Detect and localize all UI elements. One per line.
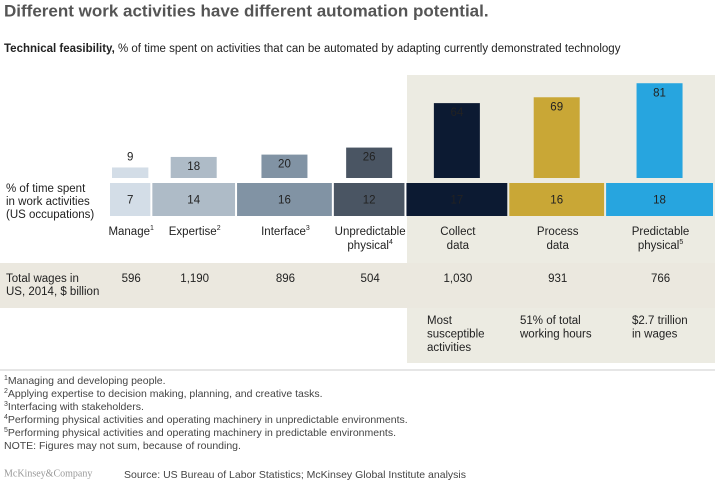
time-label: in work activities (6, 196, 90, 208)
time-label-value: 14 (187, 195, 200, 207)
bar (636, 83, 683, 178)
category-text: Interface (261, 226, 306, 238)
category-label: Manage1 (108, 225, 154, 238)
wages-value: 931 (548, 273, 567, 285)
category-label: Expertise2 (169, 225, 221, 238)
category-text: data (447, 240, 470, 252)
category-text: Process (537, 226, 579, 238)
footnote-mark: 2 (4, 388, 8, 395)
footnote: NOTE: Figures may not sum, because of ro… (4, 440, 241, 452)
time-label: (US occupations) (6, 209, 94, 221)
category-text: Manage (108, 226, 150, 238)
bar-value: 81 (653, 87, 666, 99)
bar-value: 18 (187, 161, 200, 173)
subtitle-bold: Technical feasibility, (4, 43, 115, 55)
source: Source: US Bureau of Labor Statistics; M… (124, 469, 466, 481)
wages-value: 1,190 (180, 273, 209, 285)
time-segment (406, 183, 508, 216)
bar (346, 147, 393, 178)
footnote-text: Performing physical activities and opera… (8, 427, 396, 439)
wages-value: 596 (122, 273, 141, 285)
category-text: Predictable (632, 226, 690, 238)
chart-title: Different work activities have different… (4, 1, 489, 20)
footnote: 1Managing and developing people. (4, 375, 166, 387)
footnote-mark: 1 (4, 375, 8, 382)
wages-value: 766 (651, 273, 670, 285)
category-label: Process (537, 226, 579, 238)
bar (433, 103, 480, 178)
bar (112, 167, 149, 178)
highlight-note: susceptible (427, 329, 485, 341)
category-text: Collect (440, 226, 476, 238)
logo: McKinsey&Company (4, 468, 92, 479)
bar (533, 97, 580, 178)
category-label: physical5 (638, 239, 684, 252)
time-segment (237, 183, 332, 216)
bar-value: 20 (278, 159, 291, 171)
wages-value: 1,030 (443, 273, 472, 285)
highlight-note: 51% of total (520, 315, 581, 327)
time-segment (333, 183, 405, 216)
footnote-text: Performing physical activities and opera… (8, 414, 408, 426)
footnote: 2Applying expertise to decision making, … (4, 388, 323, 400)
category-label: data (547, 240, 570, 252)
footnote-mark: 4 (4, 414, 8, 421)
time-label-value: 7 (127, 195, 133, 207)
wages-label: US, 2014, $ billion (6, 286, 99, 298)
time-segment (110, 183, 151, 216)
footnote-text: Managing and developing people. (8, 375, 166, 387)
time-label-value: 18 (653, 195, 666, 207)
time-label-value: 16 (550, 195, 563, 207)
category-label: Unpredictable (335, 226, 406, 238)
category-text: physical (347, 240, 389, 252)
category-label: Collect (440, 226, 476, 238)
highlight-note: working hours (519, 329, 592, 341)
footnote-mark: 3 (4, 401, 8, 408)
footnote-mark: 5 (4, 427, 8, 434)
time-segment (509, 183, 605, 216)
highlight-note: $2.7 trillion (632, 315, 688, 327)
footnote-text: NOTE: Figures may not sum, because of ro… (4, 440, 241, 452)
category-note: 5 (679, 239, 683, 246)
category-text: data (547, 240, 570, 252)
time-label: % of time spent (6, 183, 86, 195)
category-note: 2 (217, 225, 221, 232)
bar (170, 156, 217, 178)
footnote: 3Interfacing with stakeholders. (4, 401, 144, 413)
category-note: 3 (306, 225, 310, 232)
bar-value: 69 (550, 101, 563, 113)
time-segment (606, 183, 713, 216)
category-note: 1 (150, 225, 154, 232)
category-text: Expertise (169, 226, 217, 238)
category-text: physical (638, 240, 680, 252)
time-label-value: 12 (363, 195, 376, 207)
bar (261, 154, 308, 178)
highlight-note: activities (427, 342, 471, 354)
time-label-value: 17 (450, 195, 463, 207)
time-label-value: 16 (278, 195, 291, 207)
wages-value: 504 (361, 273, 381, 285)
category-note: 4 (389, 239, 393, 246)
bar-value: 64 (450, 107, 463, 119)
category-label: Predictable (632, 226, 690, 238)
bar-value: 9 (127, 152, 133, 164)
footnote: 4Performing physical activities and oper… (4, 414, 408, 426)
footnote-text: Applying expertise to decision making, p… (8, 388, 323, 400)
subtitle-text: % of time spent on activities that can b… (118, 43, 621, 55)
bar-value: 26 (363, 152, 376, 164)
footnote: 5Performing physical activities and oper… (4, 427, 396, 439)
footnote-text: Interfacing with stakeholders. (8, 401, 144, 413)
wages-value: 896 (276, 273, 295, 285)
category-text: Unpredictable (335, 226, 406, 238)
subtitle: Technical feasibility, % of time spent o… (4, 43, 621, 55)
wages-label: Total wages in (6, 273, 79, 285)
category-label: Interface3 (261, 225, 310, 238)
time-segment (152, 183, 236, 216)
category-label: physical4 (347, 239, 393, 252)
highlight-note: Most (427, 315, 453, 327)
category-label: data (447, 240, 470, 252)
highlight-note: in wages (632, 329, 678, 341)
wages-row-bg (0, 263, 715, 308)
